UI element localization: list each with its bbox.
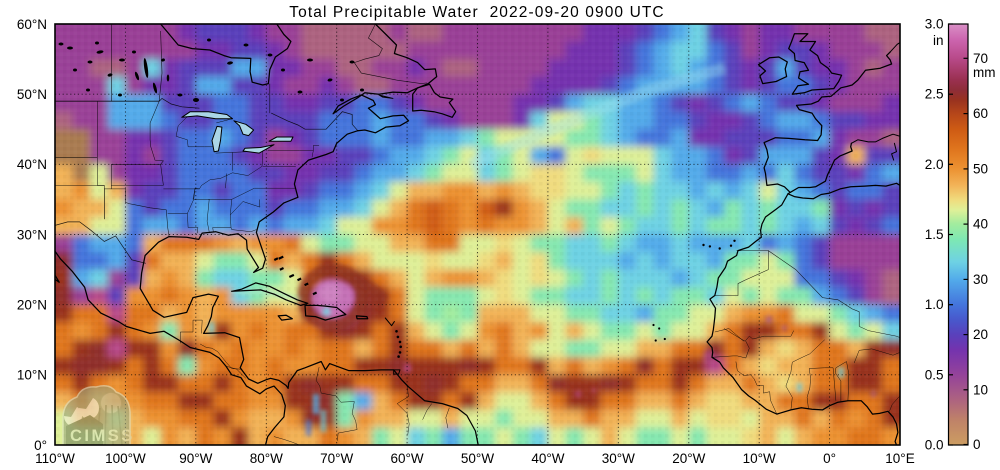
svg-text:10°W: 10°W xyxy=(743,451,776,466)
svg-text:40°N: 40°N xyxy=(17,157,47,172)
svg-text:60: 60 xyxy=(973,106,988,121)
svg-text:30°W: 30°W xyxy=(602,451,635,466)
svg-text:0°: 0° xyxy=(34,438,47,453)
svg-text:1.0: 1.0 xyxy=(925,297,944,312)
svg-text:90°W: 90°W xyxy=(179,451,212,466)
svg-text:Total Precipitable Water 2022: Total Precipitable Water 2022-09-20 0900… xyxy=(289,4,664,21)
svg-text:3.0: 3.0 xyxy=(925,17,944,32)
svg-text:70: 70 xyxy=(973,51,988,66)
svg-text:50: 50 xyxy=(973,161,988,176)
svg-text:70°W: 70°W xyxy=(320,451,353,466)
svg-text:40: 40 xyxy=(973,217,988,232)
svg-text:2.0: 2.0 xyxy=(925,157,944,172)
svg-text:0.0: 0.0 xyxy=(925,438,944,453)
svg-text:20°N: 20°N xyxy=(17,298,47,313)
svg-text:30°N: 30°N xyxy=(17,227,47,242)
svg-text:20: 20 xyxy=(973,327,988,342)
svg-text:30: 30 xyxy=(973,272,988,287)
svg-text:1.5: 1.5 xyxy=(925,227,944,242)
svg-text:0.5: 0.5 xyxy=(925,367,944,382)
svg-text:110°W: 110°W xyxy=(35,451,75,466)
svg-text:40°W: 40°W xyxy=(531,451,564,466)
svg-text:CIMSS: CIMSS xyxy=(70,427,135,445)
svg-text:10: 10 xyxy=(973,382,988,397)
svg-text:2.5: 2.5 xyxy=(925,87,944,102)
svg-text:0°: 0° xyxy=(823,451,836,466)
svg-text:60°N: 60°N xyxy=(17,17,47,32)
svg-text:20°W: 20°W xyxy=(672,451,705,466)
svg-text:100°W: 100°W xyxy=(105,451,146,466)
svg-text:0: 0 xyxy=(973,437,981,452)
svg-text:80°W: 80°W xyxy=(250,451,283,466)
svg-text:10°N: 10°N xyxy=(17,368,47,383)
svg-text:50°W: 50°W xyxy=(461,451,494,466)
svg-text:60°W: 60°W xyxy=(391,451,424,466)
svg-text:10°E: 10°E xyxy=(885,451,914,466)
svg-text:mm: mm xyxy=(973,65,996,80)
svg-text:in: in xyxy=(933,33,944,48)
svg-text:50°N: 50°N xyxy=(17,87,47,102)
